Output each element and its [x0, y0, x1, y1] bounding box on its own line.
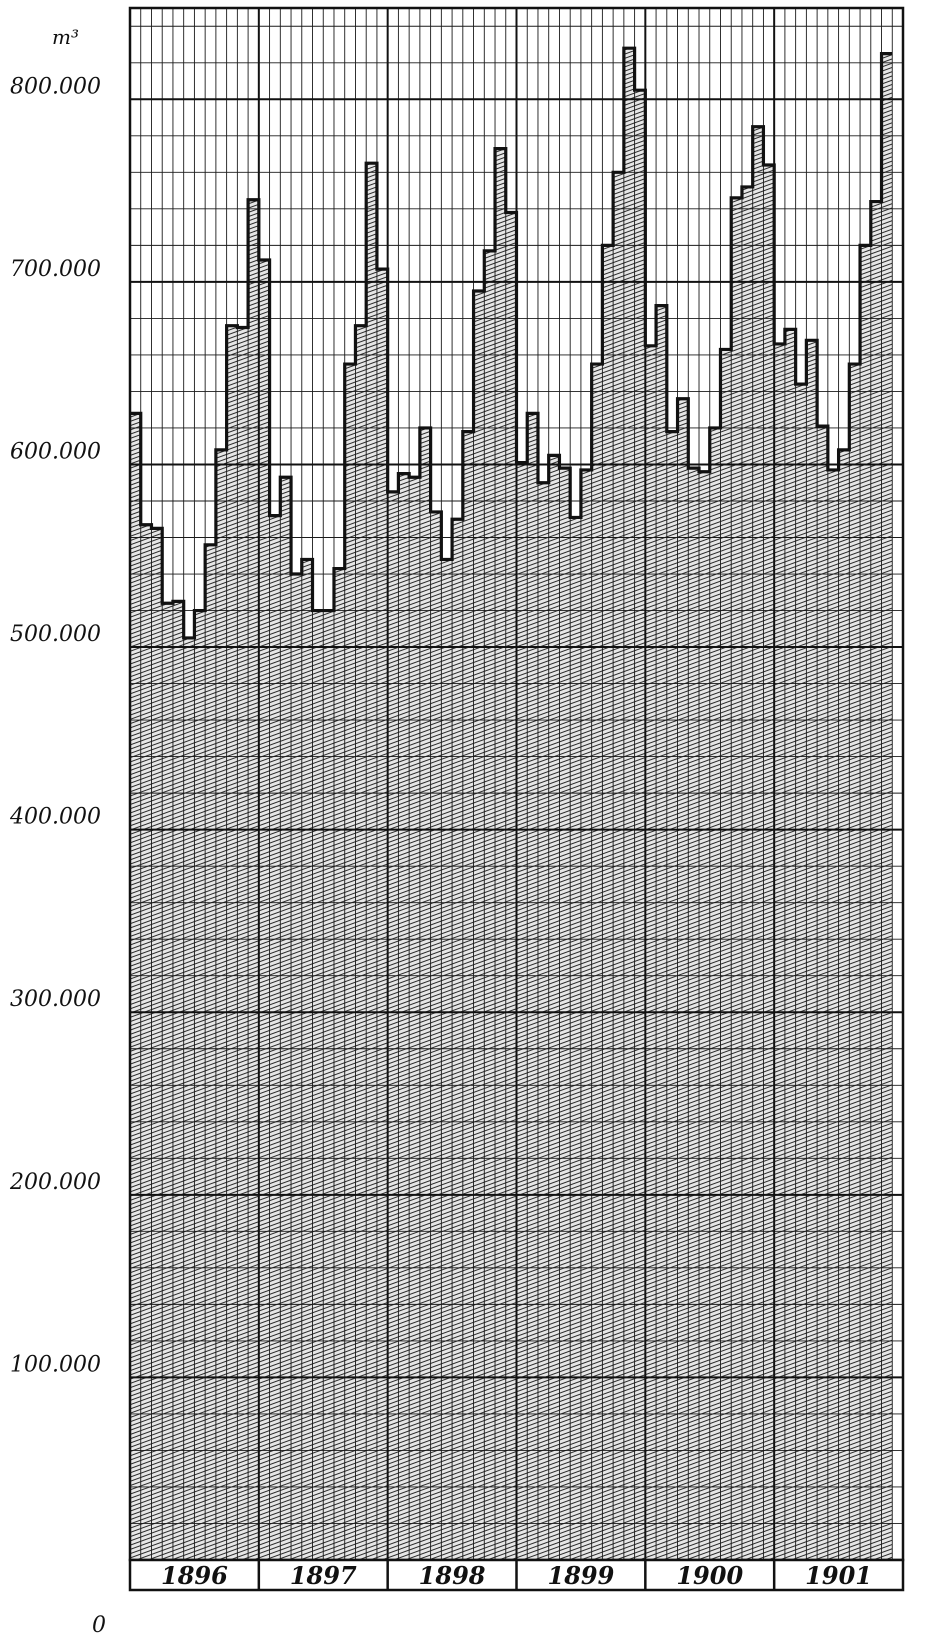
- year-label-1899: 1899: [548, 1561, 615, 1590]
- y-tick-label: 500.000: [10, 622, 101, 647]
- y-tick-label: 200.000: [9, 1170, 101, 1195]
- year-label-1897: 1897: [290, 1561, 357, 1590]
- y-tick-label: 700.000: [10, 257, 101, 282]
- y-tick-label: 400.000: [9, 805, 101, 830]
- year-label-1901: 1901: [805, 1561, 872, 1590]
- year-label-1898: 1898: [419, 1561, 486, 1590]
- y-unit-label: m³: [52, 25, 79, 49]
- y-tick-label: 100.000: [10, 1352, 101, 1377]
- y-tick-label: 0: [92, 1613, 106, 1638]
- y-tick-label: 600.000: [10, 439, 101, 464]
- volume-area: [130, 48, 893, 1560]
- year-label-1896: 1896: [161, 1561, 228, 1590]
- year-label-1900: 1900: [676, 1561, 743, 1590]
- volume-step-line: [130, 46, 893, 640]
- y-tick-label: 800.000: [10, 74, 101, 99]
- y-tick-label: 300.000: [10, 987, 101, 1012]
